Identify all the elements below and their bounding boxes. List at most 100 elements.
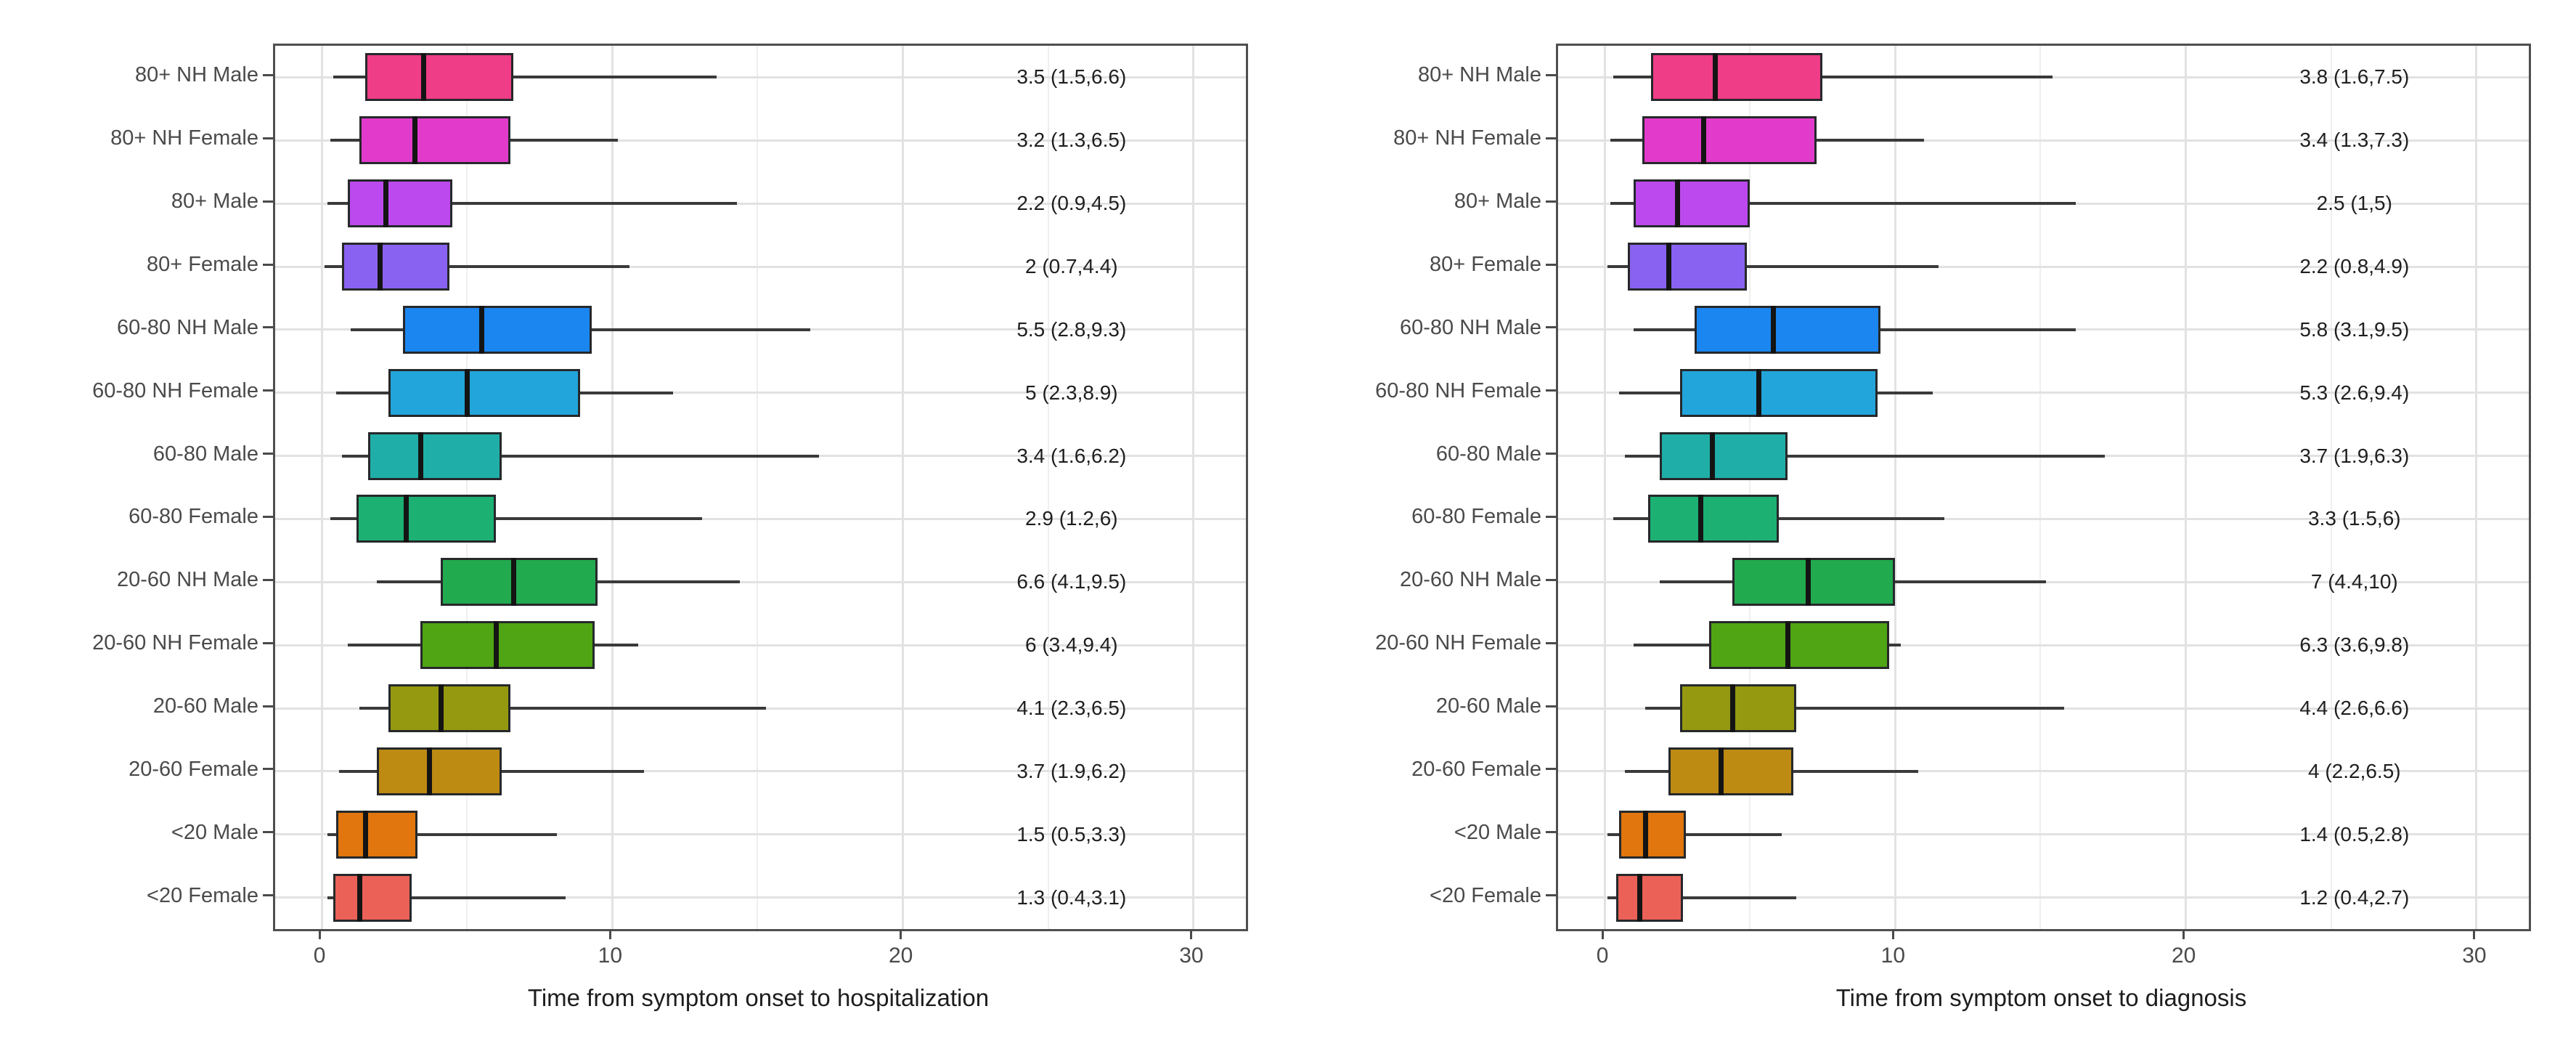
median-line-20-60-male [438, 684, 444, 732]
whisker-high-80-nh-female [509, 139, 619, 142]
row-annotation-20-60-nh-male: 7 (4.4,10) [2310, 570, 2398, 593]
whisker-low-80-male [1610, 202, 1636, 206]
gridline-row-80-nh-male [275, 76, 1246, 78]
whisker-high-60-80-female [494, 517, 703, 521]
y-axis-label-20-male: <20 Male [1454, 820, 1541, 844]
y-tick-mark-60-80-female [1546, 515, 1556, 518]
y-axis-label-60-80-female: 60-80 Female [129, 505, 258, 529]
box-20-60-female [1668, 747, 1794, 795]
median-line-20-male [362, 810, 368, 859]
box-20-60-male [388, 684, 511, 732]
row-annotation-80-nh-female: 3.2 (1.3,6.5) [1016, 129, 1127, 152]
gridline-row-60-80-nh-female [275, 392, 1246, 394]
y-tick-mark-20-male [1546, 831, 1556, 834]
whisker-high-80-female [448, 265, 630, 268]
whisker-high-80-nh-male [1821, 76, 2053, 79]
gridline-row-60-80-female [275, 517, 1246, 520]
row-annotation-60-80-female: 2.9 (1.2,6) [1024, 507, 1118, 530]
y-tick-mark-20-male [263, 831, 273, 834]
whisker-low-20-60-female [339, 769, 379, 773]
whisker-high-20-male [1684, 832, 1782, 836]
box-80-male [348, 179, 453, 228]
row-annotation-80-nh-female: 3.4 (1.3,7.3) [2299, 129, 2410, 152]
y-axis-label-60-80-female: 60-80 Female [1411, 505, 1541, 529]
row-annotation-20-female: 1.2 (0.4,2.7) [2299, 885, 2410, 909]
y-axis-label-80-female: 80+ Female [1430, 253, 1541, 276]
y-axis-label-60-80-nh-male: 60-80 NH Male [1399, 315, 1541, 339]
row-annotation-20-60-nh-female: 6.3 (3.6,9.8) [2299, 633, 2410, 657]
y-axis-label-60-80-male: 60-80 Male [152, 442, 258, 466]
row-annotation-80-female: 2.2 (0.8,4.9) [2299, 255, 2410, 277]
whisker-low-20-male [1607, 832, 1621, 836]
y-axis-label-20-60-female: 20-60 Female [1411, 757, 1541, 781]
row-annotation-20-60-nh-female: 6 (3.4,9.4) [1024, 633, 1118, 657]
whisker-high-20-60-female [1792, 769, 1919, 773]
whisker-high-60-80-male [1786, 454, 2105, 458]
y-tick-mark-20-60-nh-male [1546, 578, 1556, 581]
gridline-row-80-female [275, 265, 1246, 268]
gridline-minor-x-25 [2330, 46, 2332, 929]
gridline-row-20-60-nh-male [275, 580, 1246, 583]
median-line-60-80-nh-male [1770, 305, 1776, 354]
y-tick-mark-80-nh-male [1546, 73, 1556, 76]
gridline-row-80-female [1558, 265, 2529, 268]
y-tick-mark-20-60-nh-female [263, 641, 273, 644]
gridline-major-x-0 [320, 46, 323, 929]
gridline-row-20-male [275, 833, 1246, 836]
y-tick-mark-60-80-male [1546, 453, 1556, 455]
median-line-20-female [356, 873, 362, 922]
gridline-row-60-80-female [1558, 517, 2529, 520]
x-tick-label-30-panel0: 30 [1179, 944, 1204, 968]
median-line-80-nh-female [412, 116, 417, 165]
whisker-low-60-80-nh-female [1619, 391, 1682, 394]
gridline-row-80-nh-female [275, 139, 1246, 142]
y-tick-mark-80-female [263, 263, 273, 266]
gridline-row-20-male [1558, 833, 2529, 836]
y-tick-mark-20-60-nh-male [263, 578, 273, 581]
box-80-female [1628, 243, 1748, 291]
x-tick-label-0-panel0: 0 [313, 944, 326, 968]
x-tick-label-0-panel1: 0 [1596, 944, 1609, 968]
box-80-nh-male [365, 53, 514, 102]
box-20-60-female [377, 747, 502, 795]
whisker-high-20-60-male [1795, 707, 2064, 710]
y-tick-mark-60-80-nh-male [1546, 326, 1556, 329]
y-axis-label-80-nh-male: 80+ NH Male [1417, 63, 1541, 87]
x-axis-title-diagnosis: Time from symptom onset to diagnosis [1835, 984, 2247, 1011]
whisker-high-20-female [1682, 896, 1797, 899]
x-axis-title-hospitalization: Time from symptom onset to hospitalizati… [527, 984, 990, 1011]
gridline-major-x-30 [1192, 46, 1195, 929]
y-tick-mark-20-60-male [1546, 705, 1556, 708]
median-line-80-female [377, 243, 383, 291]
whisker-low-20-60-male [1645, 707, 1682, 710]
row-annotation-20-male: 1.5 (0.5,3.3) [1016, 822, 1127, 846]
y-tick-mark-80-nh-female [1546, 137, 1556, 139]
y-axis-label-20-60-nh-male: 20-60 NH Male [116, 568, 258, 592]
gridline-row-20-60-female [275, 770, 1246, 773]
median-line-20-60-female [1718, 747, 1724, 795]
median-line-60-80-nh-female [464, 368, 470, 417]
y-axis-label-20-60-male: 20-60 Male [152, 694, 258, 718]
x-tick-label-10-panel0: 10 [598, 944, 623, 968]
whisker-high-20-60-nh-female [1888, 644, 1902, 647]
y-axis-label-80-male: 80+ Male [171, 190, 258, 214]
whisker-low-80-nh-female [1610, 139, 1644, 142]
gridline-major-x-10 [1894, 46, 1896, 929]
row-annotation-20-60-female: 4 (2.2,6.5) [2307, 759, 2401, 782]
whisker-low-60-80-female [1613, 517, 1650, 521]
gridline-row-80-nh-female [1558, 139, 2529, 142]
median-line-60-80-female [403, 495, 409, 543]
y-axis-label-60-80-male: 60-80 Male [1435, 442, 1541, 466]
row-annotation-60-80-nh-male: 5.5 (2.8,9.3) [1016, 317, 1127, 341]
whisker-low-20-60-nh-female [348, 644, 423, 647]
whisker-high-20-male [416, 832, 558, 836]
gridline-major-x-20 [902, 46, 905, 929]
row-annotation-20-60-nh-male: 6.6 (4.1,9.5) [1016, 570, 1127, 593]
whisker-low-80-female [1607, 265, 1630, 268]
whisker-high-20-60-nh-female [593, 644, 639, 647]
whisker-low-20-male [327, 832, 338, 836]
whisker-high-20-female [410, 896, 566, 899]
row-annotation-60-80-female: 3.3 (1.5,6) [2307, 507, 2401, 530]
row-annotation-80-nh-male: 3.5 (1.5,6.6) [1016, 65, 1127, 89]
row-annotation-60-80-male: 3.7 (1.9,6.3) [2299, 444, 2410, 467]
